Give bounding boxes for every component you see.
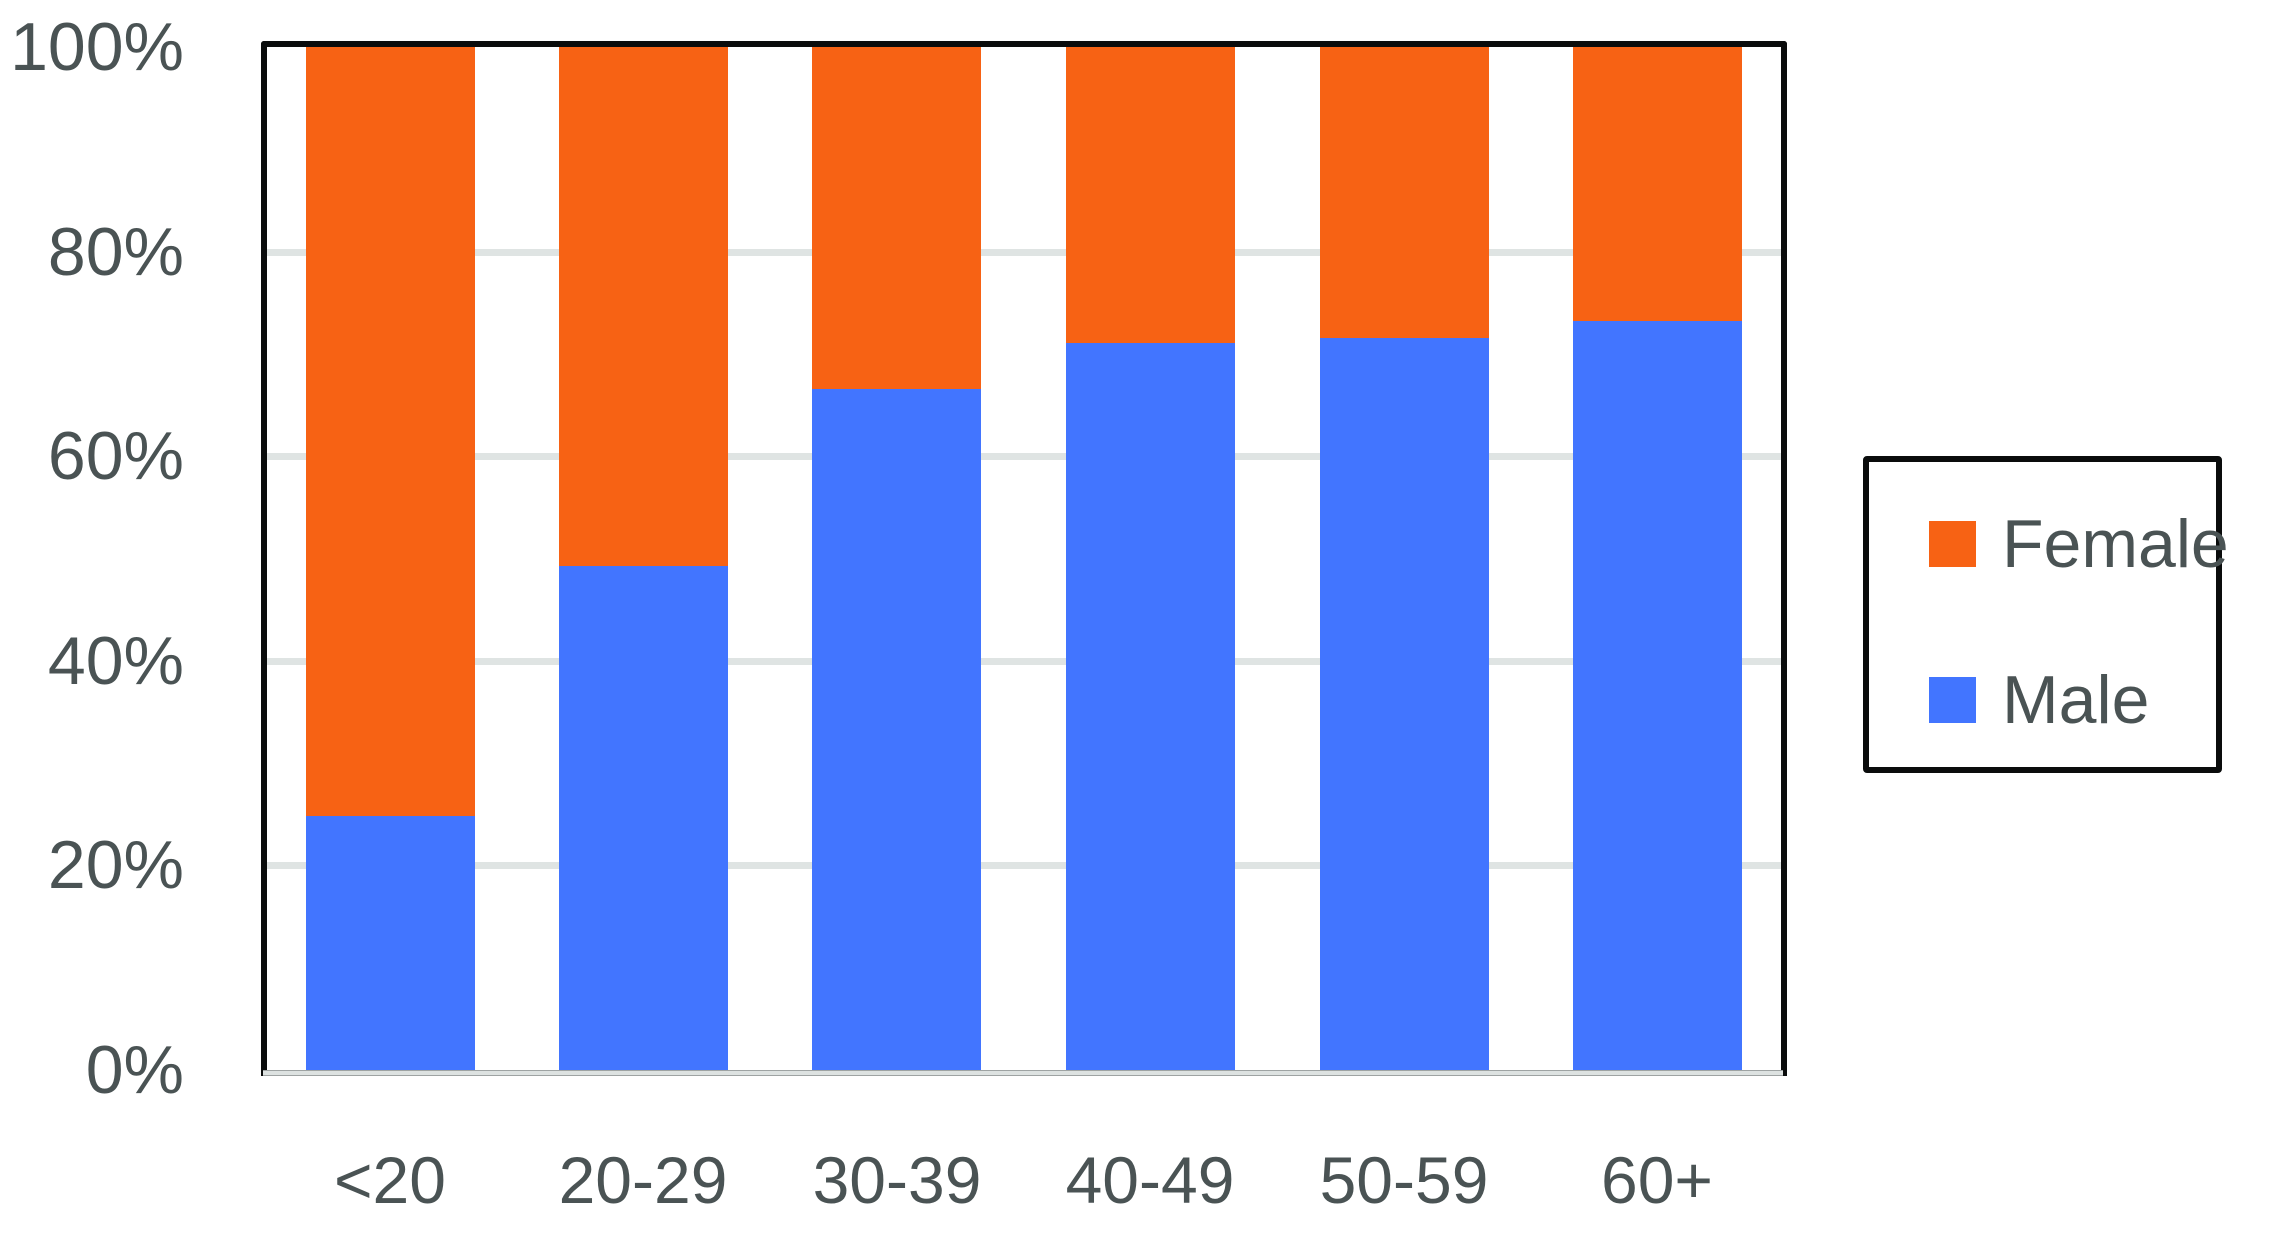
legend-swatch-female	[1929, 521, 1976, 567]
bar-60-plus	[1573, 47, 1742, 1070]
legend: Female Male	[1863, 456, 2229, 773]
bar-segment-female	[812, 47, 981, 389]
legend-item-female: Female	[1929, 506, 2229, 582]
bar-segment-male	[1573, 321, 1742, 1070]
gridline-80	[267, 248, 1781, 256]
bar-40-49	[1066, 47, 1235, 1070]
bar-segment-female	[559, 47, 728, 566]
x-tick-label-20-29: 20-29	[558, 1143, 728, 1217]
y-tick-label-80: 80%	[47, 213, 184, 290]
x-tick-label-30-39: 30-39	[812, 1143, 982, 1217]
x-tick-label-60-plus: 60+	[1601, 1143, 1713, 1217]
y-tick-label-100: 100%	[10, 9, 184, 85]
bar-segment-male	[559, 565, 728, 1070]
legend-swatch-male	[1929, 677, 1976, 723]
bar-segment-female	[1066, 47, 1235, 343]
bar-segment-male	[1320, 337, 1489, 1070]
y-tick-label-20: 20%	[47, 827, 184, 904]
bar-segment-female	[306, 47, 475, 817]
y-tick-label-0: 0%	[85, 1032, 184, 1108]
x-tick-label-50-59: 50-59	[1319, 1143, 1489, 1217]
plot-frame	[261, 41, 1787, 1076]
bar-segment-male	[1066, 342, 1235, 1070]
gridline-20	[267, 862, 1781, 870]
bar-20-29	[559, 47, 728, 1070]
bar-segment-female	[1573, 47, 1742, 322]
gridline-40	[267, 657, 1781, 665]
bar-segment-male	[306, 816, 475, 1070]
bar-30-39	[812, 47, 981, 1070]
bar-under-20	[306, 47, 475, 1070]
legend-label-female: Female	[2002, 506, 2229, 582]
x-tick-label-under-20: <20	[334, 1143, 446, 1217]
legend-item-male: Male	[1929, 662, 2150, 738]
plot-area	[267, 47, 1781, 1070]
x-axis-line	[263, 1070, 1783, 1076]
legend-label-male: Male	[2002, 662, 2150, 738]
bar-segment-female	[1320, 47, 1489, 338]
bar-50-59	[1320, 47, 1489, 1070]
y-tick-label-40: 40%	[47, 622, 184, 699]
y-tick-label-60: 60%	[47, 418, 184, 495]
gridline-60	[267, 453, 1781, 461]
x-tick-label-40-49: 40-49	[1065, 1143, 1235, 1217]
bar-segment-male	[812, 388, 981, 1070]
